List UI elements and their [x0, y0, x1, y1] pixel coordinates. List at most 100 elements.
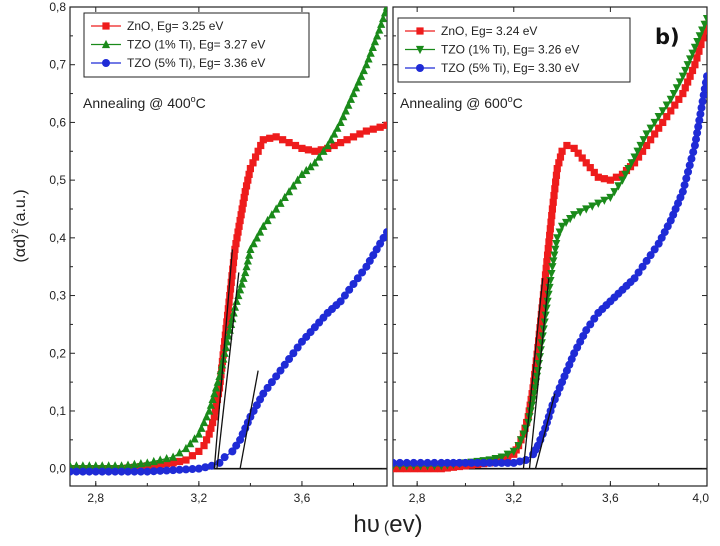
data-point	[259, 221, 268, 230]
data-point	[370, 37, 380, 46]
data-point	[224, 331, 233, 340]
data-point	[402, 458, 411, 467]
panel-b: 2,8 3,2 3,6 4,0 ZnO, Eg= 3.24 eV TZO (1% Ti),…	[392, 6, 709, 505]
data-point	[315, 152, 324, 161]
data-point	[337, 139, 345, 147]
data-point	[555, 159, 563, 167]
data-point	[443, 458, 452, 467]
data-point	[304, 146, 312, 154]
data-point	[630, 153, 639, 162]
data-point	[213, 377, 222, 386]
data-point	[272, 372, 281, 381]
data-point	[229, 265, 237, 273]
data-point	[552, 240, 561, 249]
data-point	[341, 106, 350, 115]
data-point	[209, 418, 217, 427]
data-point	[552, 171, 561, 179]
data-point	[491, 458, 500, 467]
data-point	[208, 394, 217, 404]
data-point	[514, 442, 523, 451]
data-point	[582, 205, 591, 214]
data-point	[236, 216, 244, 225]
data-point	[345, 285, 354, 294]
data-point	[473, 458, 482, 467]
data-point	[136, 467, 145, 476]
data-point	[364, 54, 373, 63]
data-point	[377, 19, 386, 28]
data-point	[163, 460, 171, 468]
data-point	[186, 439, 195, 448]
y-tick-label: 0,3	[49, 289, 66, 303]
data-point	[618, 170, 627, 178]
data-point	[267, 378, 276, 387]
data-point	[379, 13, 387, 23]
data-point	[590, 168, 598, 177]
y-axis-title-sup: 2	[10, 229, 20, 234]
data-point	[570, 144, 578, 152]
data-point	[205, 430, 213, 438]
data-point	[293, 175, 302, 184]
data-point	[237, 211, 245, 219]
data-point	[220, 453, 229, 462]
data-point	[622, 166, 631, 175]
data-point	[175, 457, 184, 466]
data-point	[666, 95, 675, 104]
data-point	[546, 225, 554, 233]
data-point	[479, 458, 488, 467]
data-point	[249, 159, 257, 167]
x-tick-label: 4,0	[692, 491, 709, 505]
data-point	[252, 233, 261, 242]
data-point	[349, 133, 358, 141]
data-point	[662, 101, 671, 110]
legend-entry: ZnO, Eg= 3.24 eV	[441, 24, 537, 38]
legend-marker	[102, 59, 110, 67]
data-point	[213, 395, 222, 404]
data-point	[614, 182, 623, 191]
data-point	[461, 458, 470, 467]
data-point	[437, 458, 446, 467]
data-point	[540, 284, 548, 292]
data-point	[150, 461, 158, 469]
data-point	[552, 178, 560, 186]
data-point	[551, 245, 560, 254]
legend-entry: TZO (1% Ti), Eg= 3.27 eV	[127, 38, 265, 52]
data-point	[117, 467, 126, 476]
data-point	[362, 60, 371, 69]
data-point	[339, 112, 348, 121]
data-point	[548, 211, 556, 220]
data-point	[368, 42, 377, 51]
data-point	[544, 244, 552, 253]
data-point	[259, 136, 267, 144]
data-point	[70, 461, 75, 470]
x-axis-title: hυ (ev)	[353, 511, 422, 538]
data-point	[98, 461, 107, 470]
data-point	[634, 153, 643, 161]
data-point	[336, 117, 345, 127]
data-point	[636, 141, 645, 151]
data-point	[217, 360, 227, 369]
data-point	[225, 298, 233, 306]
y-axis-title-unit: (a.u.)	[12, 189, 29, 226]
data-point	[497, 453, 506, 462]
data-point	[343, 136, 351, 144]
data-point	[497, 458, 506, 467]
panel-b-series	[393, 14, 707, 473]
data-point	[693, 54, 701, 62]
data-point	[330, 129, 339, 138]
data-point	[199, 417, 209, 427]
data-point	[643, 141, 651, 150]
data-point	[639, 136, 648, 145]
data-point	[558, 147, 566, 155]
data-point	[143, 458, 152, 467]
data-point	[606, 176, 614, 184]
data-point	[232, 240, 240, 248]
data-point	[245, 170, 253, 178]
data-point	[547, 218, 555, 226]
data-point	[539, 291, 548, 299]
data-point	[667, 107, 675, 115]
legend-entry: TZO (5% Ti), Eg= 3.30 eV	[441, 61, 579, 75]
tangent-line	[213, 249, 234, 469]
data-point	[685, 55, 695, 64]
data-point	[582, 159, 590, 167]
svg-text:(αd)2(a.u.): (αd)2 (a.u.)	[10, 189, 29, 262]
